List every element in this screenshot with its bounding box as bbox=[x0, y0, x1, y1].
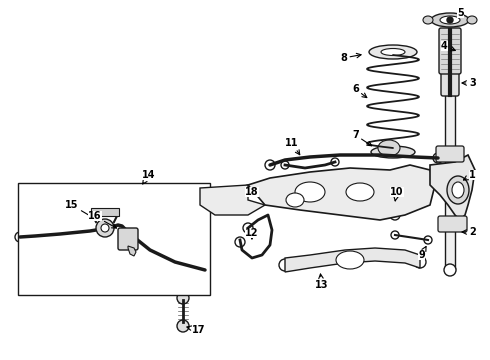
FancyBboxPatch shape bbox=[388, 180, 402, 194]
Circle shape bbox=[279, 259, 291, 271]
Circle shape bbox=[444, 264, 456, 276]
Ellipse shape bbox=[452, 182, 464, 198]
Circle shape bbox=[15, 232, 25, 242]
FancyBboxPatch shape bbox=[118, 228, 138, 250]
Text: 13: 13 bbox=[315, 274, 328, 290]
Ellipse shape bbox=[440, 16, 460, 24]
Ellipse shape bbox=[447, 176, 469, 204]
Ellipse shape bbox=[378, 140, 400, 156]
Circle shape bbox=[177, 320, 189, 332]
Bar bbox=[445, 95, 455, 270]
Text: 1: 1 bbox=[464, 170, 476, 180]
Circle shape bbox=[243, 223, 253, 233]
Ellipse shape bbox=[369, 45, 417, 59]
Circle shape bbox=[444, 150, 452, 158]
Circle shape bbox=[441, 220, 449, 228]
Text: 4: 4 bbox=[441, 41, 455, 51]
Text: 9: 9 bbox=[418, 247, 426, 260]
FancyBboxPatch shape bbox=[441, 70, 459, 96]
Circle shape bbox=[414, 256, 426, 268]
Circle shape bbox=[177, 292, 189, 304]
Text: 18: 18 bbox=[245, 187, 259, 197]
FancyBboxPatch shape bbox=[438, 216, 467, 232]
Polygon shape bbox=[430, 155, 475, 220]
Text: 3: 3 bbox=[462, 78, 476, 88]
Circle shape bbox=[391, 231, 399, 239]
Circle shape bbox=[447, 17, 453, 23]
Bar bbox=[18, 183, 210, 295]
Circle shape bbox=[265, 160, 275, 170]
Ellipse shape bbox=[371, 146, 415, 158]
Polygon shape bbox=[128, 246, 136, 256]
FancyBboxPatch shape bbox=[439, 28, 461, 74]
Circle shape bbox=[424, 236, 432, 244]
Bar bbox=[91, 208, 119, 216]
Ellipse shape bbox=[467, 16, 477, 24]
Text: 12: 12 bbox=[245, 228, 259, 239]
FancyBboxPatch shape bbox=[436, 146, 464, 162]
Polygon shape bbox=[248, 165, 435, 220]
Ellipse shape bbox=[286, 193, 304, 207]
Text: 14: 14 bbox=[142, 170, 155, 184]
Ellipse shape bbox=[96, 219, 114, 237]
Ellipse shape bbox=[101, 224, 109, 232]
Circle shape bbox=[331, 158, 339, 166]
Circle shape bbox=[200, 265, 210, 275]
Text: 6: 6 bbox=[352, 84, 367, 98]
Text: 8: 8 bbox=[340, 53, 361, 63]
Text: 5: 5 bbox=[457, 8, 464, 18]
Circle shape bbox=[235, 237, 245, 247]
Circle shape bbox=[243, 185, 253, 195]
Ellipse shape bbox=[346, 183, 374, 201]
Text: 17: 17 bbox=[187, 325, 205, 335]
Ellipse shape bbox=[423, 16, 433, 24]
Text: 7: 7 bbox=[352, 130, 371, 146]
Ellipse shape bbox=[295, 182, 325, 202]
Circle shape bbox=[456, 220, 464, 228]
Text: 16: 16 bbox=[88, 211, 117, 228]
Ellipse shape bbox=[381, 49, 405, 55]
Circle shape bbox=[390, 210, 400, 220]
Ellipse shape bbox=[336, 251, 364, 269]
Text: 11: 11 bbox=[285, 138, 300, 155]
Polygon shape bbox=[285, 248, 420, 272]
Text: 2: 2 bbox=[462, 227, 476, 237]
Circle shape bbox=[433, 153, 443, 163]
Polygon shape bbox=[200, 185, 265, 215]
Text: 15: 15 bbox=[65, 200, 94, 218]
Circle shape bbox=[281, 161, 289, 169]
Text: 10: 10 bbox=[390, 187, 403, 201]
Ellipse shape bbox=[431, 13, 469, 27]
